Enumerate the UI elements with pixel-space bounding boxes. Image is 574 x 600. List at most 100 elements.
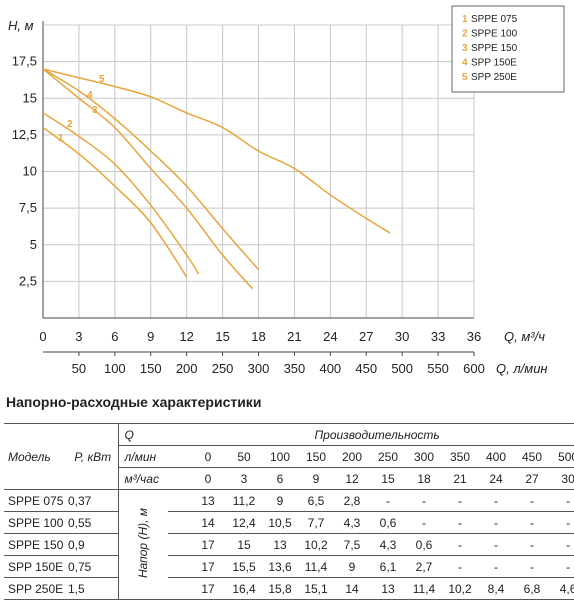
x-axis-title: Q, м³/ч — [504, 329, 545, 344]
table-header-row: м³/час 0 3 6 9 12 15 18 21 24 27 30 — [4, 467, 574, 490]
cell-value: - — [494, 493, 498, 508]
spacer-cell — [168, 533, 190, 556]
series-number-label: 5 — [99, 74, 105, 85]
cell-model: SPPE 100 — [4, 511, 68, 534]
series-line-5 — [42, 68, 391, 234]
header-m3h-value: 9 — [298, 467, 334, 490]
cell-value: 14 — [190, 511, 226, 534]
series-number-label: 4 — [87, 90, 93, 101]
cell-value: 8,4 — [478, 577, 514, 600]
series-number-label: 3 — [92, 105, 98, 116]
header-lmin-value: 500 — [550, 445, 574, 468]
y-tick-label: 17,5 — [12, 54, 37, 69]
cell-value: 9 — [334, 555, 370, 578]
cell-value: 15,1 — [298, 577, 334, 600]
x-tick-label: 12 — [179, 329, 193, 344]
x-tick-label: 36 — [467, 329, 481, 344]
cell-value: 10,2 — [442, 577, 478, 600]
cell-power: 0,55 — [68, 511, 118, 534]
cell-value: 12,4 — [226, 511, 262, 534]
legend-entry: SPP 250E — [471, 72, 517, 83]
x-tick-label: 15 — [215, 329, 229, 344]
cell-value: - — [386, 493, 390, 508]
legend-box — [451, 5, 565, 93]
cell-value: - — [442, 511, 478, 534]
cell-power: 0,37 — [68, 493, 92, 508]
chart-grid — [43, 24, 475, 318]
cell-value: 13 — [370, 577, 406, 600]
cell-model: SPP 250E — [4, 577, 68, 600]
x-tick-label: 24 — [323, 329, 337, 344]
cell-value: 4,3 — [370, 533, 406, 556]
cell-value: 17 — [190, 555, 226, 578]
table-row: SPPE 100 0,55 14 12,4 10,5 7,7 4,3 0,6- - - - - — [4, 511, 574, 534]
x-secondary-tick-label: 50 — [72, 361, 86, 376]
x-tick-label: 27 — [359, 329, 373, 344]
header-m3h-value: 15 — [370, 467, 406, 490]
x-secondary-tick-label: 100 — [104, 361, 126, 376]
x-tick-label: 30 — [395, 329, 409, 344]
header-lmin-value: 250 — [370, 445, 406, 468]
x-secondary-tick-label: 150 — [140, 361, 162, 376]
header-m3h-value: 21 — [442, 467, 478, 490]
header-m3h-value: 6 — [262, 467, 298, 490]
x-secondary-tick-label: 200 — [176, 361, 198, 376]
cell-value: - — [478, 511, 514, 534]
cell-value: 6,8 — [514, 577, 550, 600]
cell-value: - — [550, 511, 574, 534]
cell-model: SPP 150E — [4, 555, 68, 578]
series-line-4 — [42, 68, 260, 271]
cell-value: 15 — [226, 533, 262, 556]
cell-value: 6,5 — [307, 493, 325, 508]
cell-value: 7,5 — [334, 533, 370, 556]
cell-value: 15,8 — [262, 577, 298, 600]
x-tick-label: 3 — [75, 329, 82, 344]
series-number-label: 1 — [58, 133, 64, 144]
spacer-cell — [168, 577, 190, 600]
x-secondary-axis-title: Q, л/мин — [496, 361, 548, 376]
header-m3h-value: 24 — [478, 467, 514, 490]
cell-value: - — [514, 533, 550, 556]
y-tick-label: 2,5 — [19, 273, 37, 288]
header-lmin-value: 450 — [514, 445, 550, 468]
header-m3h-value: 12 — [334, 467, 370, 490]
cell-value: 2,7 — [406, 555, 442, 578]
cell-value: - — [442, 533, 478, 556]
spacer-cell — [168, 490, 190, 512]
cell-value: 4,3 — [334, 511, 370, 534]
legend-entry: SPPE 150 — [471, 43, 518, 54]
cell-value: - — [514, 511, 550, 534]
x-tick-label: 0 — [39, 329, 46, 344]
y-tick-label: 12,5 — [12, 127, 37, 142]
cell-value: - — [406, 511, 442, 534]
cell-value: - — [478, 555, 514, 578]
cell-value: - — [514, 555, 550, 578]
cell-value: - — [550, 555, 574, 578]
header-power: P, кВт — [68, 423, 118, 490]
series-line-3 — [42, 68, 254, 290]
cell-value: 4,6 — [550, 577, 574, 600]
cell-value: 11,4 — [298, 555, 334, 578]
table-header-row: л/мин 050100150200250300350400450500 — [4, 445, 574, 468]
cell-value: - — [422, 493, 426, 508]
x-secondary-tick-label: 300 — [248, 361, 270, 376]
legend-number: 5 — [462, 72, 468, 83]
legend-number: 2 — [462, 29, 468, 40]
x-secondary-tick-label: 250 — [212, 361, 234, 376]
cell-value: - — [566, 493, 571, 508]
header-unit-lmin: л/мин — [117, 445, 168, 468]
header-unit-m3h: м³/час — [117, 467, 168, 490]
cell-value: 10,2 — [298, 533, 334, 556]
cell-value: 2,8 — [343, 493, 361, 508]
cell-value: 13,6 — [262, 555, 298, 578]
cell-power: 1,5 — [68, 577, 118, 600]
x-secondary-tick-label: 350 — [284, 361, 306, 376]
x-secondary-tick-label: 450 — [355, 361, 377, 376]
cell-model: SPPE 150 — [4, 533, 68, 556]
series-line-1 — [42, 126, 188, 278]
y-tick-label: 15 — [23, 90, 37, 105]
y-tick-label: 5 — [30, 237, 37, 252]
